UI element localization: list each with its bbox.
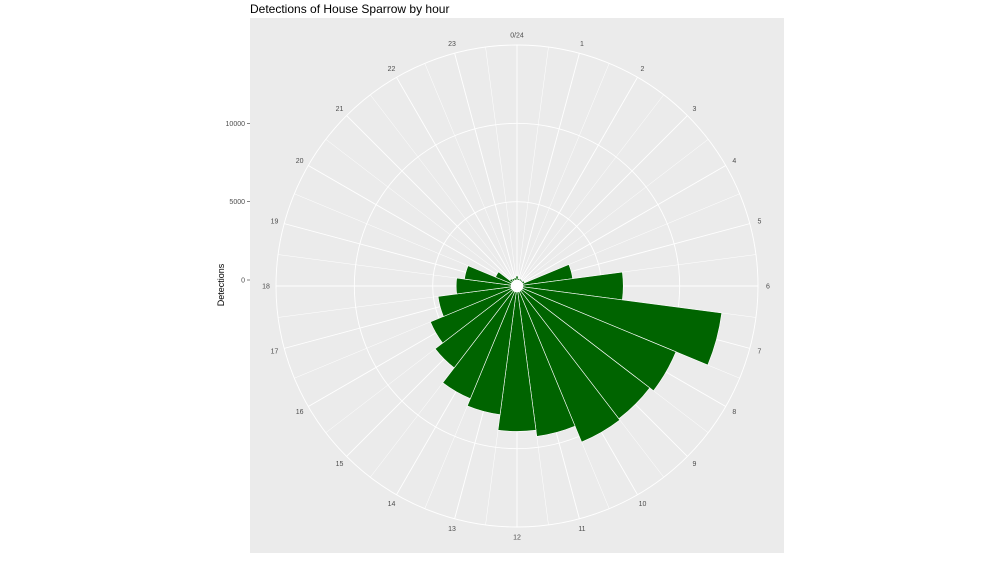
major-radial-gridline — [516, 115, 688, 287]
y-tick-label: 10000 — [226, 121, 246, 128]
bar-hour-20 — [495, 271, 513, 285]
major-radial-gridline — [396, 77, 518, 287]
hour-label: 16 — [296, 409, 304, 416]
chart-title: Detections of House Sparrow by hour — [250, 2, 450, 16]
major-radial-gridline — [516, 77, 638, 287]
hour-label: 8 — [732, 409, 736, 416]
hour-label: 1 — [580, 41, 584, 48]
y-tick-label: 0 — [241, 278, 245, 285]
hour-label: 13 — [448, 526, 456, 533]
minor-radial-gridline — [516, 47, 549, 287]
hour-label: 11 — [578, 526, 585, 533]
hour-label: 4 — [732, 158, 736, 165]
hour-label: 0/24 — [510, 33, 524, 40]
bar-hour-8 — [521, 287, 677, 392]
bar-hour-14 — [442, 290, 516, 400]
hour-label: 22 — [388, 66, 396, 73]
minor-radial-gridline — [370, 94, 518, 287]
hour-label: 23 — [448, 41, 456, 48]
hour-label: 3 — [693, 106, 697, 113]
bars-layer — [430, 264, 723, 443]
hour-label: 5 — [757, 219, 761, 226]
outer-gridcircle — [275, 44, 759, 528]
hour-label: 15 — [336, 461, 344, 468]
hour-label: 20 — [296, 158, 304, 165]
y-axis-title: Detections — [216, 263, 226, 306]
y-tick-label: 5000 — [229, 199, 245, 206]
minor-radial-gridline — [325, 139, 518, 287]
major-radial-gridline — [454, 53, 518, 287]
bar-hour-15 — [434, 289, 514, 369]
radial-gridcircle — [353, 122, 681, 450]
bar-hour-10 — [518, 290, 621, 443]
hour-label: 14 — [388, 501, 396, 508]
bar-hour-23 — [513, 277, 517, 281]
bar-hour-17 — [437, 286, 512, 317]
minor-radial-gridline — [516, 63, 610, 287]
hour-label: 7 — [757, 348, 761, 355]
y-axis: 0 5000 10000 — [226, 121, 250, 285]
hour-label: 2 — [641, 66, 645, 73]
minor-radial-gridline — [516, 139, 709, 287]
minor-radial-gridline — [516, 94, 664, 287]
bar-hour-12 — [497, 291, 537, 432]
hour-label: 6 — [766, 284, 770, 291]
hour-label: 21 — [336, 106, 344, 113]
bar-hour-19 — [464, 265, 512, 286]
bar-hour-13 — [466, 291, 517, 415]
grid-layer — [275, 44, 759, 528]
hour-label: 9 — [693, 461, 697, 468]
bar-hour-16 — [430, 287, 513, 344]
major-radial-gridline — [308, 165, 518, 287]
major-radial-gridline — [346, 115, 518, 287]
hour-label: 17 — [271, 348, 279, 355]
hour-label: 10 — [639, 501, 647, 508]
major-radial-gridline — [516, 53, 580, 287]
major-radial-gridline — [516, 165, 726, 287]
minor-radial-gridline — [485, 47, 518, 287]
hour-label: 18 — [262, 284, 270, 291]
hour-label: 12 — [513, 535, 521, 542]
bar-hour-21 — [509, 278, 514, 283]
hour-label: 19 — [271, 219, 279, 226]
bar-hour-7 — [522, 286, 723, 366]
hour-labels: 0/24123456789101112131415161718192021222… — [262, 33, 770, 542]
minor-radial-gridline — [424, 63, 518, 287]
bar-hour-18 — [455, 277, 512, 295]
